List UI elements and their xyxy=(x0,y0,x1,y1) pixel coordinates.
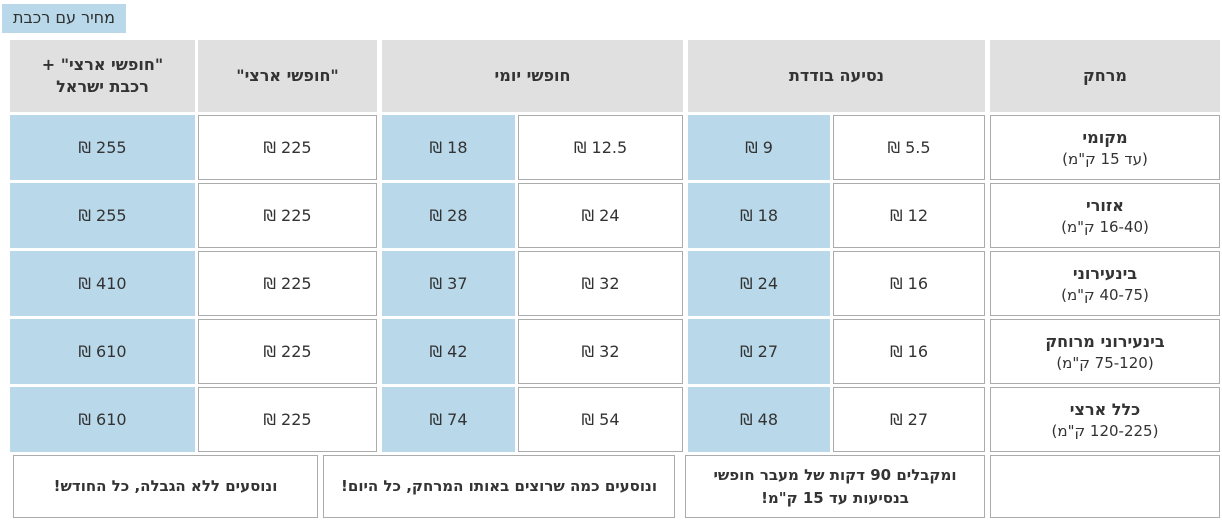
distance-cell: בינעירוני מרוחק (75-120 ק"מ) xyxy=(990,319,1220,384)
price-national-pass-plus-rail: 255 ₪ xyxy=(10,183,195,248)
price-national-pass: 225 ₪ xyxy=(198,115,377,180)
price-national-pass: 225 ₪ xyxy=(198,251,377,316)
distance-range: (40-75 ק"מ) xyxy=(1061,285,1149,304)
distance-cell: אזורי (16-40 ק"מ) xyxy=(990,183,1220,248)
price-national-pass: 225 ₪ xyxy=(198,387,377,452)
price-single-ride-discount: 27 ₪ xyxy=(688,319,830,384)
distance-range: (120-225 ק"מ) xyxy=(1051,421,1159,440)
distance-cell: כלל ארצי (120-225 ק"מ) xyxy=(990,387,1220,452)
price-daily-pass: 12.5 ₪ xyxy=(518,115,683,180)
footer-monthly-note: ונוסעים ללא הגבלה, כל החודש! xyxy=(13,455,318,518)
price-daily-pass: 32 ₪ xyxy=(518,319,683,384)
price-daily-pass: 24 ₪ xyxy=(518,183,683,248)
distance-range: (75-120 ק"מ) xyxy=(1056,353,1154,372)
header-distance: מרחק xyxy=(990,40,1220,112)
price-national-pass-plus-rail: 410 ₪ xyxy=(10,251,195,316)
price-national-pass-plus-rail: 610 ₪ xyxy=(10,387,195,452)
price-national-pass-plus-rail: 255 ₪ xyxy=(10,115,195,180)
price-national-pass-plus-rail: 610 ₪ xyxy=(10,319,195,384)
price-single-ride: 16 ₪ xyxy=(833,251,985,316)
price-single-ride-discount: 18 ₪ xyxy=(688,183,830,248)
header-national-pass: "חופשי ארצי" xyxy=(198,40,377,112)
table-row: 410 ₪ 225 ₪ 37 ₪ 32 ₪ 24 ₪ 16 ₪ בינעירוני (40-7… xyxy=(10,251,1220,316)
header-daily-pass: חופשי יומי xyxy=(382,40,683,112)
table-row: 255 ₪ 225 ₪ 28 ₪ 24 ₪ 18 ₪ 12 ₪ אזורי (16-40 ק"… xyxy=(10,183,1220,248)
pricing-table: "חופשי ארצי" + רכבת ישראל "חופשי ארצי" ח… xyxy=(10,40,1220,521)
distance-name: בינעירוני xyxy=(1072,263,1138,283)
table-header-row: "חופשי ארצי" + רכבת ישראל "חופשי ארצי" ח… xyxy=(10,40,1220,112)
distance-cell: בינעירוני (40-75 ק"מ) xyxy=(990,251,1220,316)
page-title: מחיר עם רכבת xyxy=(2,4,126,33)
price-single-ride-discount: 24 ₪ xyxy=(688,251,830,316)
distance-name: אזורי xyxy=(1086,195,1124,215)
distance-name: כלל ארצי xyxy=(1069,399,1141,419)
distance-range: (עד 15 ק"מ) xyxy=(1062,149,1148,168)
price-single-ride: 12 ₪ xyxy=(833,183,985,248)
price-single-ride: 5.5 ₪ xyxy=(833,115,985,180)
price-daily-pass-discount: 37 ₪ xyxy=(382,251,515,316)
price-national-pass: 225 ₪ xyxy=(198,319,377,384)
header-national-pass-plus-rail: "חופשי ארצי" + רכבת ישראל xyxy=(10,40,195,112)
table-row: 255 ₪ 225 ₪ 18 ₪ 12.5 ₪ 9 ₪ 5.5 ₪ מקומי (עד 15 … xyxy=(10,115,1220,180)
price-daily-pass-discount: 42 ₪ xyxy=(382,319,515,384)
price-single-ride-discount: 48 ₪ xyxy=(688,387,830,452)
price-daily-pass-discount: 18 ₪ xyxy=(382,115,515,180)
distance-cell: מקומי (עד 15 ק"מ) xyxy=(990,115,1220,180)
price-single-ride: 16 ₪ xyxy=(833,319,985,384)
footer-empty-cell xyxy=(990,455,1220,518)
price-single-ride-discount: 9 ₪ xyxy=(688,115,830,180)
header-single-ride: נסיעה בודדת xyxy=(688,40,985,112)
table-row: 610 ₪ 225 ₪ 42 ₪ 32 ₪ 27 ₪ 16 ₪ בינעירוני מרוח… xyxy=(10,319,1220,384)
price-daily-pass: 54 ₪ xyxy=(518,387,683,452)
distance-range: (16-40 ק"מ) xyxy=(1061,217,1149,236)
table-footer-row: ונוסעים ללא הגבלה, כל החודש! ונוסעים כמה… xyxy=(10,455,1220,518)
distance-name: מקומי xyxy=(1082,127,1128,147)
table-row: 610 ₪ 225 ₪ 74 ₪ 54 ₪ 48 ₪ 27 ₪ כלל ארצי (120-2… xyxy=(10,387,1220,452)
price-single-ride: 27 ₪ xyxy=(833,387,985,452)
price-daily-pass-discount: 74 ₪ xyxy=(382,387,515,452)
price-daily-pass: 32 ₪ xyxy=(518,251,683,316)
footer-daily-pass-note: ונוסעים כמה שרוצים באותו המרחק, כל היום! xyxy=(323,455,675,518)
price-national-pass: 225 ₪ xyxy=(198,183,377,248)
footer-single-ride-note: ומקבלים 90 דקות של מעבר חופשי בנסיעות עד… xyxy=(685,455,985,518)
distance-name: בינעירוני מרוחק xyxy=(1045,331,1165,351)
price-daily-pass-discount: 28 ₪ xyxy=(382,183,515,248)
table-body: 255 ₪ 225 ₪ 18 ₪ 12.5 ₪ 9 ₪ 5.5 ₪ מקומי (עד 15 … xyxy=(10,115,1220,452)
